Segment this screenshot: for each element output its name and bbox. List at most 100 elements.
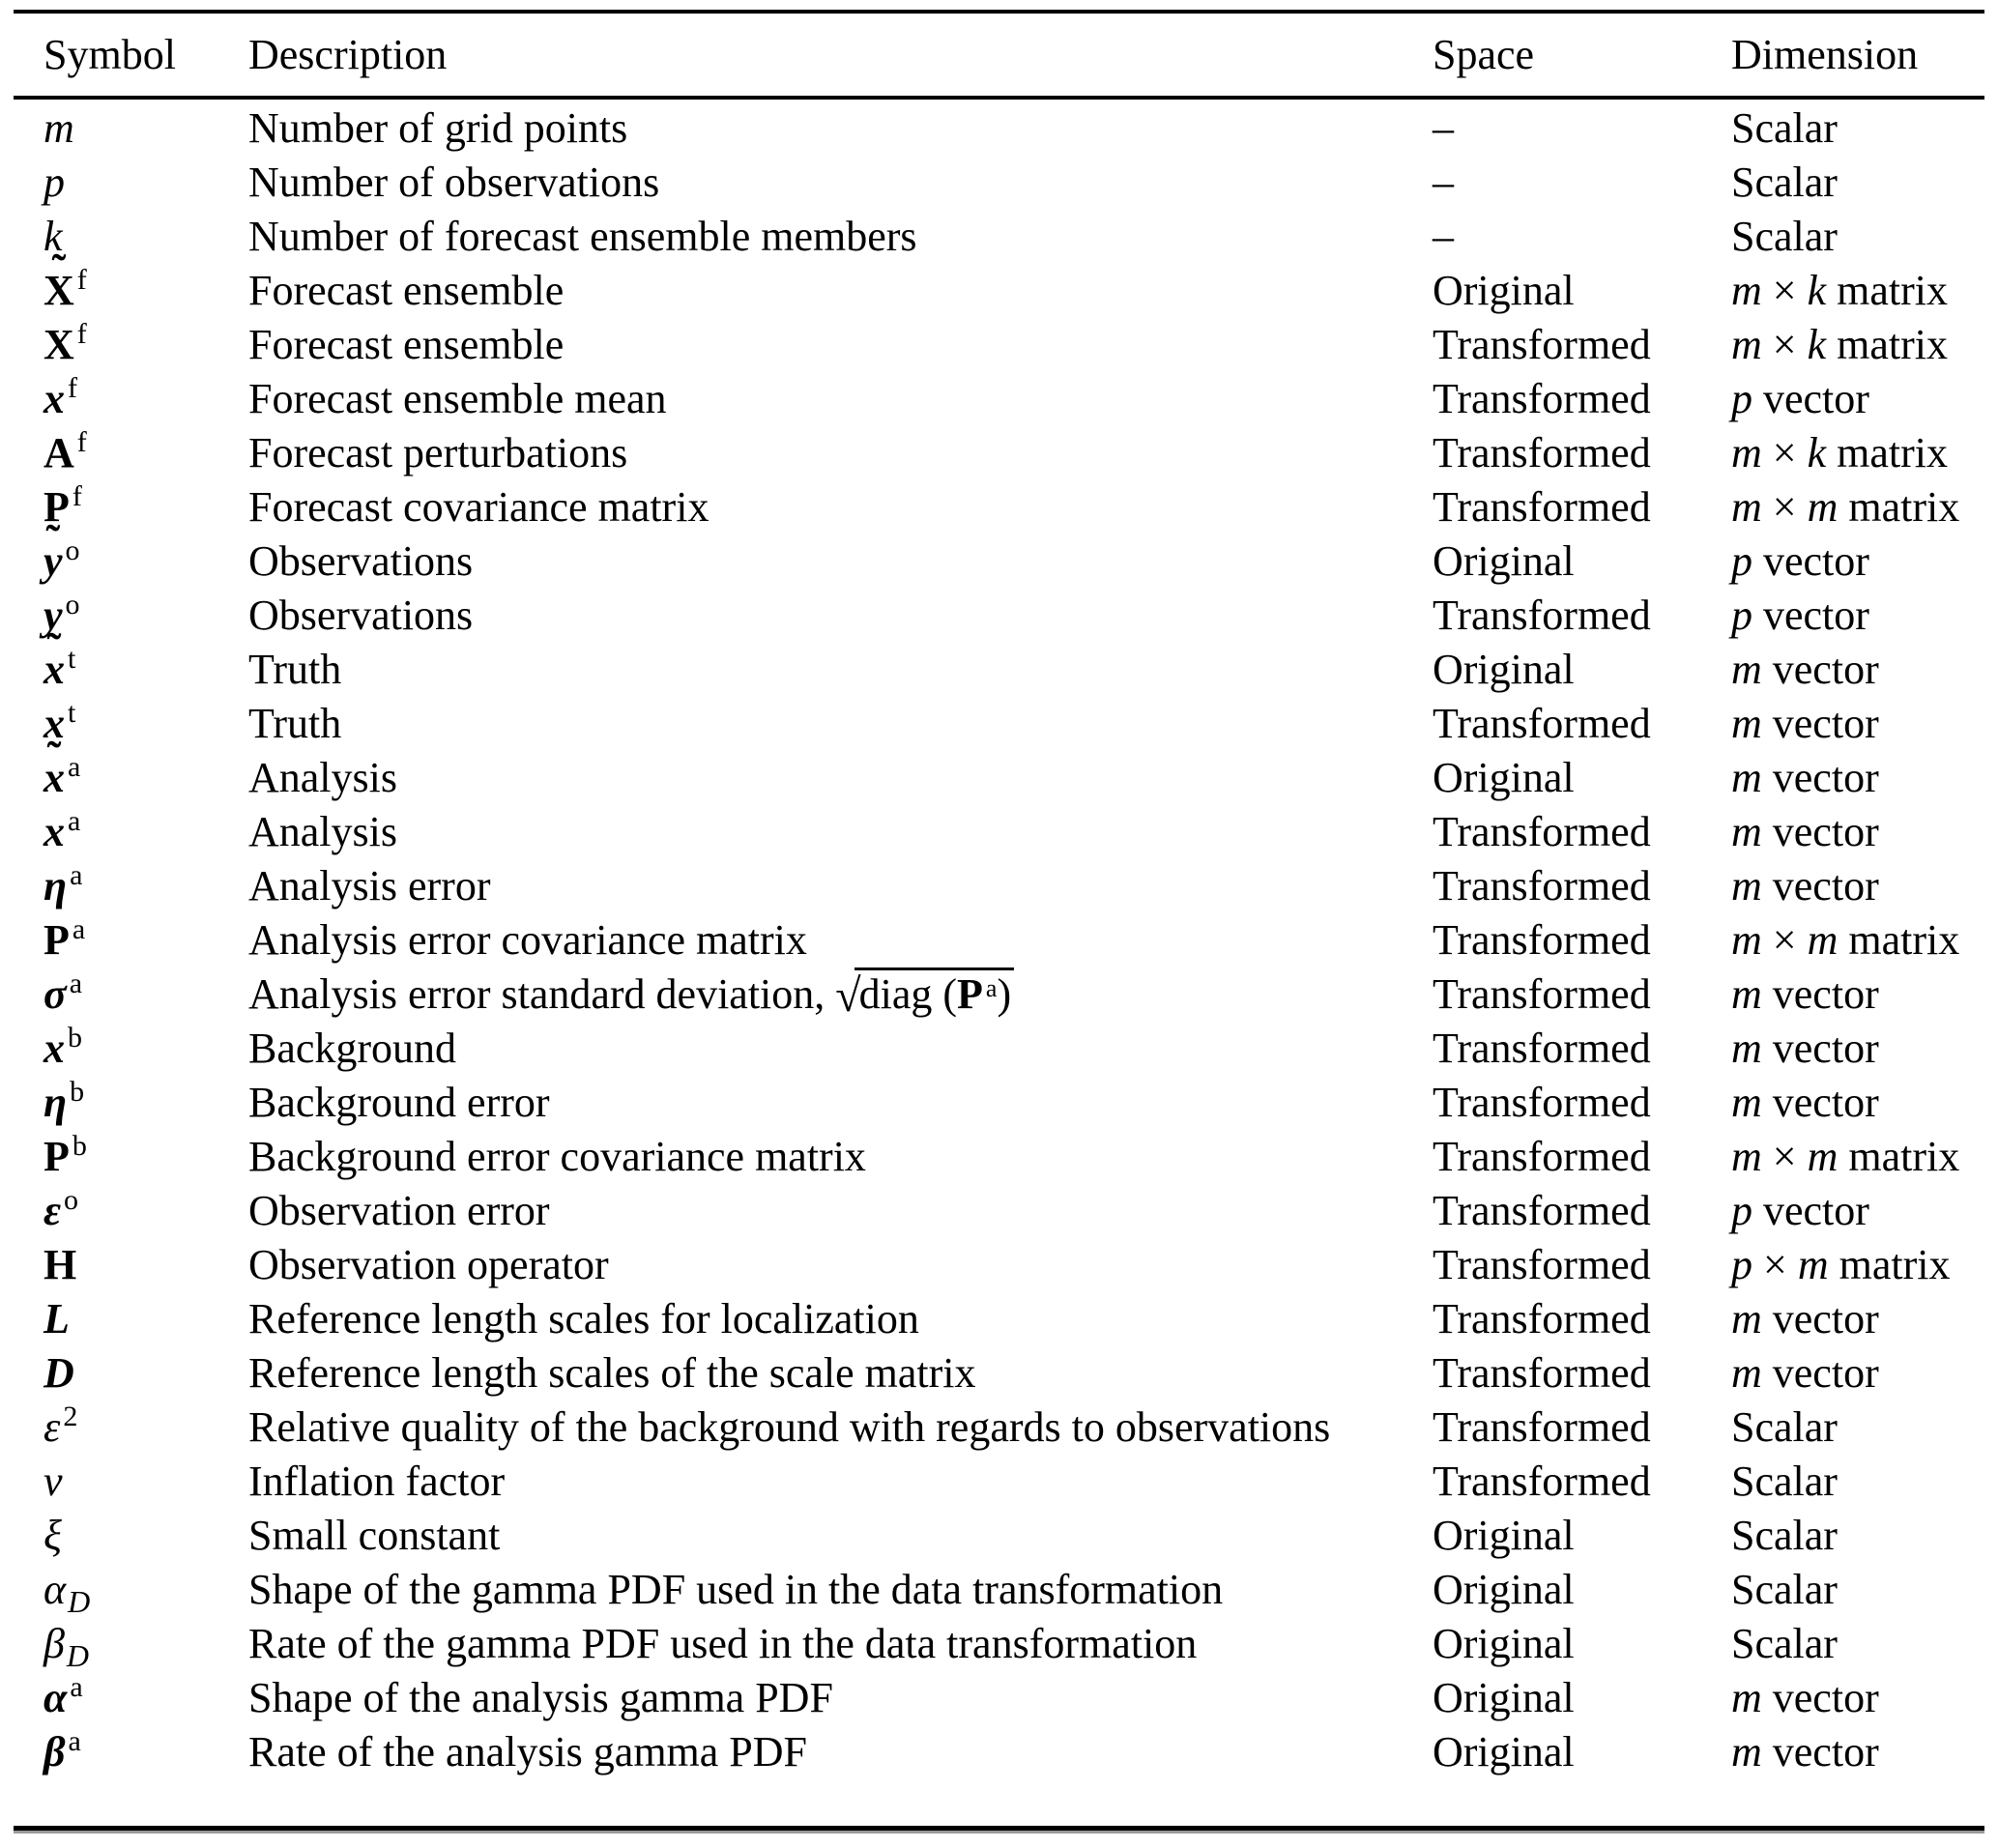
dimension-cell: p vector <box>1731 375 1869 422</box>
symbol-superscript: f <box>68 372 77 404</box>
symbol-superscript: o <box>65 534 80 566</box>
space-cell: Transformed <box>1433 700 1651 747</box>
space-cell: Original <box>1433 267 1575 314</box>
symbol-glyph: X ˜ <box>43 249 74 318</box>
dimension-cell: p vector <box>1731 592 1869 639</box>
description-text: Background error <box>248 1079 550 1126</box>
tilde-accent: ˜ <box>46 734 62 781</box>
symbol-glyph: y <box>43 589 63 643</box>
symbol-base: x <box>43 1025 65 1072</box>
dimension-variable: p <box>1731 592 1752 639</box>
symbol-glyph: σ <box>43 967 67 1022</box>
space-cell: Transformed <box>1433 1025 1651 1072</box>
dimension-cell: m × k matrix <box>1731 321 1948 368</box>
description-cell: Number of grid points <box>248 101 1433 156</box>
dimension-variable: m <box>1807 916 1839 964</box>
dimension-cell: Scalar <box>1731 1620 1838 1667</box>
table-row: y ˜ o Observations Original p vector <box>0 520 1998 589</box>
table-row: ν Inflation factor Transformed Scalar <box>0 1455 1998 1509</box>
description-cell: Rate of the gamma PDF used in the data t… <box>248 1617 1433 1674</box>
symbol-glyph: β <box>43 1617 65 1671</box>
radicand: diag (P a) <box>854 967 1015 1025</box>
symbol-superscript: f <box>76 264 87 296</box>
description-cell: Observation error <box>248 1184 1433 1243</box>
description-text: Small constant <box>248 1512 501 1559</box>
symbol-glyph: D <box>43 1346 74 1400</box>
description-cell: Observation operator <box>248 1238 1433 1292</box>
table-row: X ˜ f Forecast ensemble Original m × k mat… <box>0 249 1998 318</box>
dimension-cell: m × m matrix <box>1731 1133 1960 1180</box>
symbol-base: η <box>43 1079 68 1126</box>
radicand-pre: diag ( <box>858 970 958 1018</box>
symbol-base: η <box>43 862 68 910</box>
space-cell: Transformed <box>1433 1349 1651 1397</box>
description-cell: Number of forecast ensemble members <box>248 210 1433 264</box>
description-cell: Observations <box>248 589 1433 648</box>
description-cell: Number of observations <box>248 156 1433 210</box>
symbol-glyph: α <box>43 1671 67 1725</box>
symbol-superscript: f <box>76 318 87 350</box>
description-cell: Truth <box>248 643 1433 702</box>
symbol-superscript: o <box>64 1184 79 1216</box>
description-text: Background <box>248 1025 457 1072</box>
radical-sign: √ <box>835 970 861 1022</box>
symbol-superscript: a <box>68 1725 81 1757</box>
symbol-superscript: f <box>76 426 87 458</box>
dimension-variable: m <box>1797 1241 1829 1288</box>
dimension-cell: p vector <box>1731 1187 1869 1234</box>
space-cell: Transformed <box>1433 808 1651 855</box>
table-row: βD Rate of the gamma PDF used in the dat… <box>0 1617 1998 1674</box>
description-cell: Relative quality of the background with … <box>248 1400 1433 1459</box>
table-body: m Number of grid points – Scalar p Numbe… <box>0 101 1998 1779</box>
space-cell: Original <box>1433 1512 1575 1559</box>
space-cell: Transformed <box>1433 1133 1651 1180</box>
space-cell: – <box>1433 104 1454 152</box>
space-cell: – <box>1433 213 1454 260</box>
symbol-superscript: t <box>68 697 76 729</box>
description-cell: Forecast covariance matrix <box>248 480 1433 539</box>
symbol-superscript: b <box>72 1130 87 1162</box>
table-row: k Number of forecast ensemble members – … <box>0 210 1998 264</box>
symbol-glyph: x <box>43 1022 65 1076</box>
symbol-base: σ <box>43 970 67 1018</box>
symbol-glyph: P <box>43 1130 70 1184</box>
dimension-variable: k <box>1807 429 1827 476</box>
symbol-base: x <box>43 646 65 693</box>
dimension-variable: m <box>1731 483 1762 531</box>
dimension-cell: Scalar <box>1731 1458 1838 1505</box>
symbol-cell: αD <box>43 1563 248 1620</box>
symbol-glyph: H <box>43 1238 76 1292</box>
description-cell: Forecast ensemble mean <box>248 372 1433 431</box>
symbol-base: ξ <box>43 1512 62 1559</box>
symbol-glyph: η <box>43 1076 67 1130</box>
space-cell: Original <box>1433 1728 1575 1776</box>
symbol-base: x <box>43 754 65 801</box>
space-cell: Original <box>1433 1566 1575 1613</box>
symbol-glyph: X <box>43 318 74 372</box>
symbol-base: P <box>43 916 70 964</box>
description-text: Truth <box>248 646 342 693</box>
description-text: Truth <box>248 700 342 747</box>
symbol-glyph: x ˜ <box>43 736 65 805</box>
symbol-superscript: t <box>68 643 76 675</box>
space-cell: Transformed <box>1433 592 1651 639</box>
table-row: L Reference length scales for localizati… <box>0 1292 1998 1346</box>
description-cell: Reference length scales of the scale mat… <box>248 1346 1433 1400</box>
description-text: Shape of the analysis gamma PDF <box>248 1674 833 1721</box>
symbol-base: P <box>43 483 70 531</box>
table-row: H Observation operator Transformed p × m… <box>0 1238 1998 1292</box>
space-cell: Transformed <box>1433 429 1651 476</box>
description-text: Number of observations <box>248 159 660 206</box>
symbol-cell: βD <box>43 1617 248 1674</box>
